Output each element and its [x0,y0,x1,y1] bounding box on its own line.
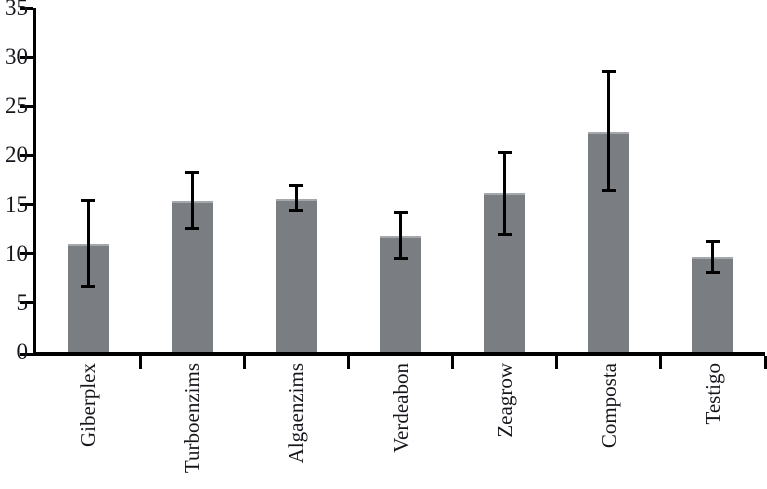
y-axis-tick-label: 10 [5,240,28,266]
y-axis-tick-label: 0 [16,339,29,364]
x-axis-tick [346,356,350,369]
x-axis-category-label: Verdeabon [388,363,413,453]
error-bar-line [190,171,194,231]
error-bar-cap-top [289,183,304,187]
error-bar-cap-bottom [601,188,616,192]
x-axis-tick [451,356,455,369]
y-axis-tick-label: 15 [5,191,28,217]
y-axis-tick-label: 20 [5,142,28,168]
error-bar-line [294,183,298,213]
y-axis-tick [20,203,33,207]
bar [275,198,317,352]
x-axis-tick [659,356,663,369]
x-axis-category-label: Testigo [700,363,725,425]
y-axis-tick [20,352,33,356]
x-axis-line [33,352,765,356]
error-bar-cap-top [81,198,96,202]
y-axis-tick [20,252,33,256]
error-bar-cap-top [705,239,720,243]
error-bar-line [503,150,507,236]
y-axis-tick [20,153,33,157]
y-axis-tick-label: 25 [5,93,28,119]
error-bar-cap-bottom [185,227,200,231]
error-bar-cap-top [185,171,200,175]
error-bar-cap-top [393,211,408,215]
y-axis-tick-label: 5 [16,289,29,315]
x-axis-category-label: Turboenzims [180,363,205,474]
error-bar-cap-top [601,69,616,73]
x-axis-tick [763,356,767,369]
y-axis-tick [20,6,33,10]
x-axis-category-label: Composta [596,363,621,449]
error-bar-cap-bottom [81,285,96,289]
error-bar-cap-bottom [705,271,720,275]
x-axis-category-label: Giberplex [76,363,101,447]
x-axis-tick [138,356,142,369]
x-axis-tick [555,356,559,369]
error-bar-cap-bottom [289,209,304,213]
y-axis-tick-label: 30 [5,44,28,70]
y-axis-tick-label: 35 [5,0,28,20]
error-bar-line [86,198,90,289]
y-axis-tick [20,301,33,305]
error-bar-line [399,211,402,260]
error-bar-line [607,69,611,192]
error-bar-cap-bottom [393,256,408,260]
error-bar-cap-bottom [497,233,512,237]
x-axis-category-label: Algaenzims [284,363,309,464]
x-axis-tick [242,356,246,369]
y-axis-tick [20,104,33,108]
y-axis-line [33,8,36,356]
y-axis-tick [20,55,33,59]
error-bar-line [711,239,715,275]
x-axis-category-label: Zeagrow [492,363,517,438]
error-bar-cap-top [497,150,512,154]
